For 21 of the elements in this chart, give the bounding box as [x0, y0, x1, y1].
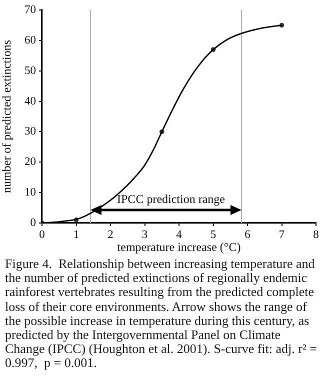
x-tick-label: 5: [210, 228, 216, 241]
x-tick-label: 6: [244, 228, 251, 241]
caption: Figure 4. Relationship between increasing temperature and the number of predicted extinctions of regionally endemic rainforest vertebrates resulting from the predicted complete loss of their core environments. Arrow shows the range of the possible increase in temperature during this century, as predicted by the Intergovernmental Panel on Climate Change (IPCC) (Houghton et al. 2001). S-curve fit: adj. r² = 0.997, p = 0.001.: [5, 256, 318, 371]
y-tick-label: 50: [24, 64, 36, 77]
y-tick-label: 10: [24, 186, 36, 199]
y-axis-title: number of predicted extinctions: [0, 40, 14, 193]
x-tick-label: 3: [142, 228, 148, 241]
x-tick-label: 2: [108, 228, 114, 241]
y-tick-label: 0: [30, 217, 36, 230]
x-tick-label: 4: [176, 228, 182, 241]
x-tick-label: 7: [278, 228, 285, 241]
y-tick-label: 70: [24, 4, 36, 16]
x-tick-label: 1: [73, 228, 80, 241]
y-tick-label: 30: [24, 126, 36, 138]
x-tick-label: 0: [39, 228, 46, 241]
x-tick-label: 8: [313, 228, 320, 241]
x-axis-title: temperature increase (°C): [117, 240, 241, 254]
y-tick-label: 60: [24, 34, 36, 46]
y-tick-label: 20: [24, 156, 36, 168]
annotation: IPCC prediction range: [117, 192, 225, 206]
y-tick-label: 40: [24, 95, 36, 108]
